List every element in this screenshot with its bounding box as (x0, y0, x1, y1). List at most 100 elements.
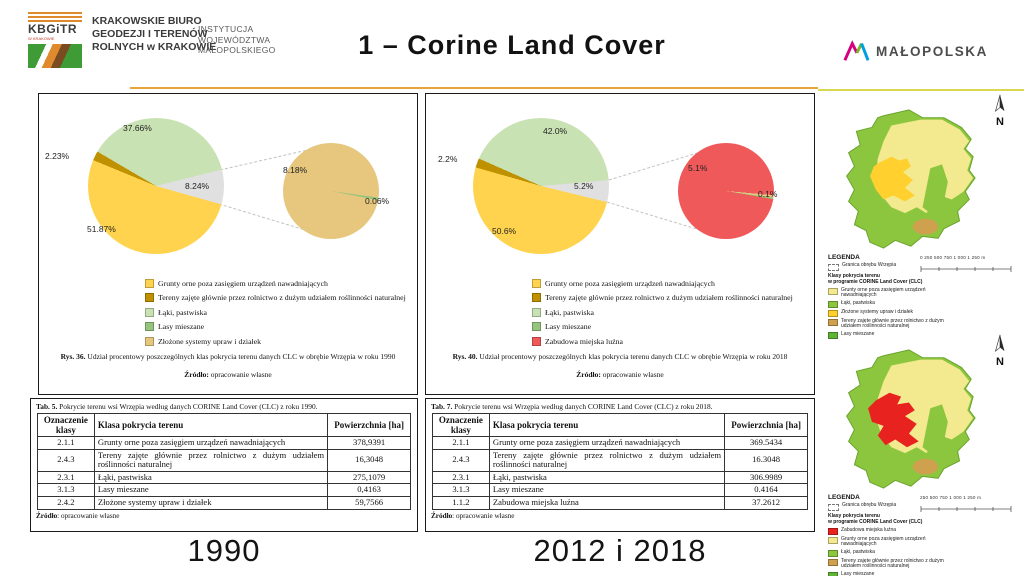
legend-item: Lasy mieszane (828, 331, 956, 340)
org-name: KRAKOWSKIE BIURO GEODEZJI I TERENÓW ROLN… (92, 15, 216, 54)
pie-main-2018 (473, 118, 609, 254)
table-panel-1990: Tab. 5. Pokrycie terenu wsi Wrzępia wedł… (30, 398, 418, 532)
col-header: Oznaczenie klasy (431, 413, 490, 437)
table-caption: Tab. 7. Pokrycie terenu wsi Wrzępia wedł… (431, 402, 713, 411)
table-panel-2018: Tab. 7. Pokrycie terenu wsi Wrzępia wedł… (425, 398, 815, 532)
legend-swatch (828, 310, 838, 318)
pie-main-1990 (88, 118, 224, 254)
north-arrow-map2: N (990, 334, 1010, 368)
clc-table-1990: Oznaczenie klasy Klasa pokrycia terenu P… (36, 413, 412, 510)
legend-swatch (145, 293, 154, 303)
col-header: Klasa pokrycia terenu (93, 413, 329, 437)
legend-item: Lasy mieszane (828, 571, 956, 576)
figure-caption: Rys. 36. Udział procentowy poszczególnyc… (60, 352, 396, 361)
legend-item: Grunty orne poza zasięgiem urządzeń nawa… (145, 276, 406, 291)
pie-secondary-2018 (678, 143, 774, 239)
pie-label-tereny: 2.2% (438, 154, 458, 164)
legend-item: Tereny zajęte głównie przez rolnictwo z … (145, 291, 406, 306)
clc-table-2018: Oznaczenie klasy Klasa pokrycia terenu P… (431, 413, 809, 510)
scale-bar-ticks (920, 266, 1012, 272)
legend-swatch (828, 572, 838, 576)
legend-label: Łąki, pastwiska (545, 307, 594, 317)
col-header: Powierzchnia [ha] (724, 413, 809, 437)
table-row: 2.3.1 Łąki, pastwiska 275,1079 (36, 470, 412, 485)
pie-connector-lines (606, 145, 721, 237)
legend-swatch (828, 301, 838, 309)
kbgitr-logo: KBGiTR W KRAKOWIE (28, 12, 82, 68)
table-row: 1.1.2 Zabudowa miejska luźna 37.2612 (431, 495, 809, 510)
scale-bar-map1: 0 250 500 750 1 000 1 250 m (920, 255, 1016, 278)
legend-item: Zabudowa miejska luźna (828, 527, 956, 535)
maps-column: N 0 250 500 750 1 000 1 250 m (822, 90, 1024, 576)
kbgitr-logo-text: KBGiTR W KRAKOWIE (28, 23, 82, 44)
legend-label: Tereny zajęte głównie przez rolnictwo z … (545, 293, 793, 303)
legend-item: Łąki, pastwiska (532, 305, 793, 320)
legend-item: Lasy mieszane (532, 320, 793, 335)
kbgitr-sub: W KRAKOWIE (28, 36, 55, 41)
legend-label: Łąki, pastwiska (158, 307, 207, 317)
chart-panel-1990: 37.66% 2.23% 8.24% 51.87% 8.18% 0.06% Gr… (38, 93, 418, 395)
legend-swatch (145, 307, 154, 317)
pie-label-tereny: 2.23% (45, 151, 70, 161)
chart-panel-2018: 42.0% 2.2% 5.2% 50.6% 5.1% 0.1% Grunty o… (425, 93, 815, 395)
pie-label-zlozone: 8.18% (283, 165, 308, 175)
kbgitr-acronym: KBGiTR (28, 22, 77, 36)
legend-item: Zabudowa miejska luźna (532, 334, 793, 349)
legend-swatch (145, 278, 154, 288)
table-row: 2.4.3 Tereny zajęte głównie przez rolnic… (36, 448, 412, 472)
legend-label: Tereny zajęte głównie przez rolnictwo z … (158, 293, 406, 303)
org-line: ROLNYCH w KRAKOWIE (92, 41, 217, 53)
table-header-row: Oznaczenie klasy Klasa pokrycia terenu P… (36, 413, 412, 437)
table-row: 2.1.1 Grunty orne poza zasięgiem urządze… (36, 436, 412, 450)
table-caption: Tab. 5. Pokrycie terenu wsi Wrzępia wedł… (36, 402, 318, 411)
year-label-1990: 1990 (187, 533, 261, 568)
clc-map-1990 (846, 109, 976, 249)
legend-swatch (532, 278, 541, 288)
legend-classes-title: Klasy pokrycia terenu w programie CORINE… (828, 512, 923, 525)
legend-swatch (532, 322, 541, 332)
legend-item: Złożone systemy upraw i działek (828, 309, 956, 318)
institution-line: WOJEWÓDZTWA (198, 34, 271, 45)
table-row: 3.1.3 Lasy mieszane 0.4164 (431, 483, 809, 497)
legend-item: Lasy mieszane (145, 320, 406, 335)
legend-swatch (145, 322, 154, 332)
header-rule-yellow (818, 89, 1024, 91)
pie-secondary-1990 (283, 143, 379, 239)
legend-item: Łąki, pastwiska (828, 300, 956, 309)
compass-icon (994, 334, 1005, 353)
legend-label: Złożone systemy upraw i działek (158, 336, 262, 346)
compass-icon (994, 94, 1005, 113)
figure-number: Rys. 36. (60, 352, 86, 361)
legend-swatch (828, 528, 838, 535)
legend-swatch (828, 332, 838, 340)
pie-label-grunty: 51.87% (87, 224, 116, 234)
legend-item: Grunty orne poza zasięgiem urządzeń nawa… (532, 276, 793, 291)
legend-item: Łąki, pastwiska (828, 549, 956, 558)
legend-classes-title: Klasy pokrycia terenu w programie CORINE… (828, 272, 923, 285)
legend-item: Tereny zajęte głównie przez rolnictwo z … (532, 291, 793, 306)
kbgitr-logo-stripes-bottom (28, 44, 82, 68)
legend-swatch (828, 288, 838, 295)
pie-label-other: 8.24% (185, 181, 210, 191)
slide-title: 1 – Corine Land Cover (358, 30, 666, 60)
year-label-2012-2018: 2012 i 2018 (533, 533, 707, 568)
table-source: Źródło: opracowanie własne (431, 511, 515, 520)
map-legend-2018: LEGENDA Granica obrębu Wrzępia Klasy pok… (828, 494, 956, 576)
legend-item: Tereny zajęte głównie przez rolnictwo z … (828, 558, 956, 571)
legend-swatch (828, 559, 838, 567)
legend-swatch (532, 307, 541, 317)
boundary-swatch (828, 263, 839, 271)
figure-caption: Rys. 40. Udział procentowy poszczególnyc… (452, 352, 788, 361)
legend-swatch (828, 537, 838, 544)
pie-label-laki: 37.66% (123, 123, 152, 133)
legend-swatch (532, 293, 541, 303)
legend-item: Tereny zajęte głównie przez rolnictwo z … (828, 318, 956, 331)
pie-label-other: 5.2% (574, 181, 594, 191)
legend-label: Grunty orne poza zasięgiem urządzeń nawa… (158, 278, 328, 288)
legend-swatch (828, 319, 838, 327)
header: KBGiTR W KRAKOWIE KRAKOWSKIE BIURO GEODE… (0, 0, 1024, 91)
pie-label-laki: 42.0% (543, 126, 568, 136)
chart-legend-1990: Grunty orne poza zasięgiem urządzeń nawa… (145, 276, 406, 349)
figure-source: Źródło: opracowanie własne (576, 370, 664, 379)
